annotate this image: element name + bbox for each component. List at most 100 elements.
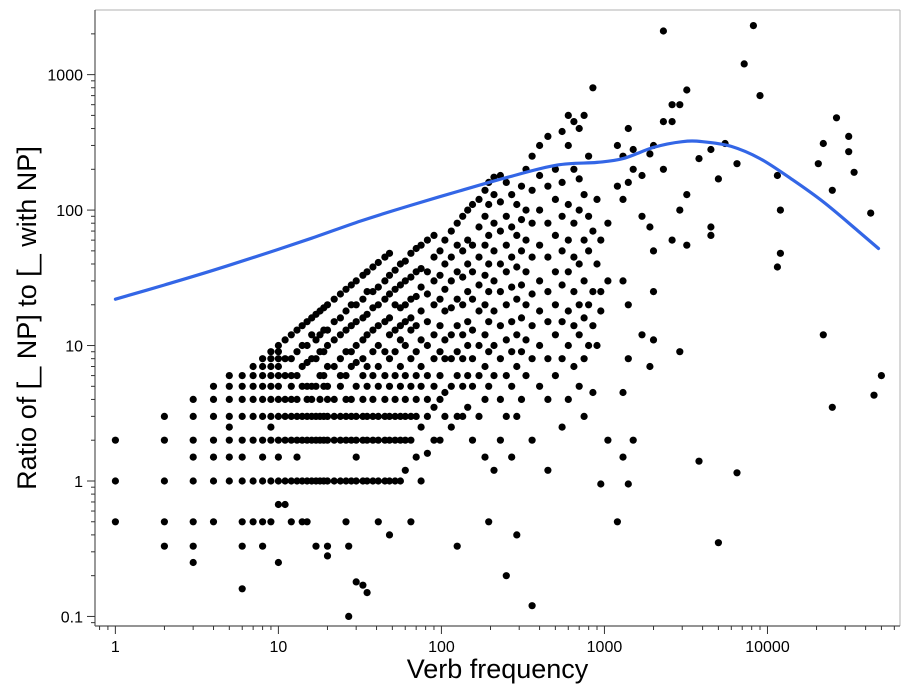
data-point bbox=[352, 453, 360, 461]
data-point bbox=[374, 382, 382, 390]
data-point bbox=[683, 86, 691, 94]
x-axis-title: Verb frequency bbox=[407, 654, 589, 684]
data-point bbox=[287, 518, 295, 526]
data-point bbox=[481, 362, 489, 371]
data-point bbox=[564, 111, 572, 119]
data-point bbox=[580, 277, 588, 285]
data-point bbox=[293, 326, 301, 334]
data-point bbox=[464, 236, 472, 244]
data-point bbox=[308, 331, 316, 339]
data-point bbox=[517, 247, 526, 255]
data-point bbox=[629, 436, 637, 444]
data-point bbox=[391, 436, 399, 444]
data-point bbox=[374, 258, 382, 267]
data-points bbox=[111, 22, 886, 621]
data-point bbox=[369, 395, 377, 403]
data-point bbox=[522, 236, 530, 244]
data-point bbox=[570, 288, 578, 296]
data-point bbox=[423, 449, 431, 457]
data-point bbox=[407, 314, 415, 322]
data-point bbox=[342, 285, 350, 293]
data-point bbox=[513, 331, 521, 339]
data-point bbox=[374, 283, 382, 291]
data-point bbox=[281, 395, 289, 403]
tick-marks bbox=[87, 33, 895, 634]
data-point bbox=[374, 477, 382, 485]
data-point bbox=[238, 542, 246, 550]
data-point bbox=[496, 355, 504, 363]
data-point bbox=[441, 355, 449, 363]
data-point bbox=[391, 412, 399, 420]
data-point bbox=[475, 341, 483, 350]
data-point bbox=[676, 206, 684, 214]
data-point bbox=[385, 314, 394, 322]
data-point bbox=[274, 436, 282, 444]
data-point bbox=[323, 436, 332, 444]
data-point bbox=[629, 165, 637, 173]
data-point bbox=[485, 518, 493, 526]
data-point bbox=[249, 362, 257, 371]
data-point bbox=[597, 307, 605, 315]
data-point bbox=[423, 341, 431, 350]
data-point bbox=[441, 388, 449, 397]
data-point bbox=[436, 247, 444, 255]
data-point bbox=[468, 200, 477, 209]
data-point bbox=[323, 382, 332, 390]
data-point bbox=[475, 195, 483, 203]
data-point bbox=[209, 395, 218, 403]
data-point bbox=[447, 227, 455, 235]
data-point bbox=[303, 518, 311, 526]
data-point bbox=[558, 212, 566, 220]
data-point bbox=[659, 118, 668, 126]
data-point bbox=[417, 283, 425, 291]
tick-labels: 1 10 100 1000 10000 0.1 1 10 100 1000 bbox=[47, 68, 789, 656]
data-point bbox=[381, 295, 389, 303]
data-point bbox=[238, 518, 246, 526]
data-point bbox=[330, 362, 338, 371]
data-point bbox=[453, 295, 461, 303]
data-point bbox=[485, 288, 493, 296]
data-point bbox=[385, 436, 394, 444]
data-point bbox=[369, 304, 377, 312]
data-point bbox=[513, 231, 521, 239]
data-point bbox=[551, 268, 560, 276]
data-point bbox=[733, 160, 741, 168]
data-point bbox=[502, 301, 510, 309]
data-point bbox=[412, 322, 420, 330]
data-point bbox=[619, 453, 627, 461]
data-point bbox=[513, 295, 521, 303]
data-point bbox=[189, 542, 197, 550]
data-point bbox=[209, 382, 218, 390]
data-point bbox=[551, 372, 560, 380]
data-point bbox=[160, 412, 168, 420]
data-point bbox=[352, 578, 360, 586]
data-point bbox=[374, 436, 382, 444]
data-point bbox=[330, 477, 338, 485]
data-point bbox=[481, 395, 489, 403]
data-point bbox=[396, 477, 404, 485]
data-point bbox=[570, 362, 578, 371]
data-point bbox=[447, 331, 455, 339]
data-point bbox=[580, 314, 588, 322]
data-point bbox=[363, 362, 371, 371]
data-point bbox=[441, 336, 449, 344]
data-point bbox=[481, 186, 489, 194]
data-point bbox=[225, 453, 233, 461]
data-point bbox=[502, 241, 510, 249]
data-point bbox=[281, 436, 289, 444]
data-point bbox=[683, 191, 691, 199]
data-point bbox=[575, 260, 583, 268]
data-point bbox=[396, 382, 404, 390]
y-tick-label: 1000 bbox=[47, 68, 83, 85]
data-point bbox=[267, 477, 275, 485]
data-point bbox=[604, 277, 612, 285]
data-point bbox=[238, 372, 246, 380]
data-point bbox=[828, 403, 836, 411]
data-point bbox=[593, 195, 601, 203]
data-point bbox=[369, 412, 377, 420]
data-point bbox=[877, 372, 886, 380]
data-point bbox=[303, 341, 311, 350]
data-point bbox=[259, 355, 267, 363]
data-point bbox=[281, 336, 289, 344]
